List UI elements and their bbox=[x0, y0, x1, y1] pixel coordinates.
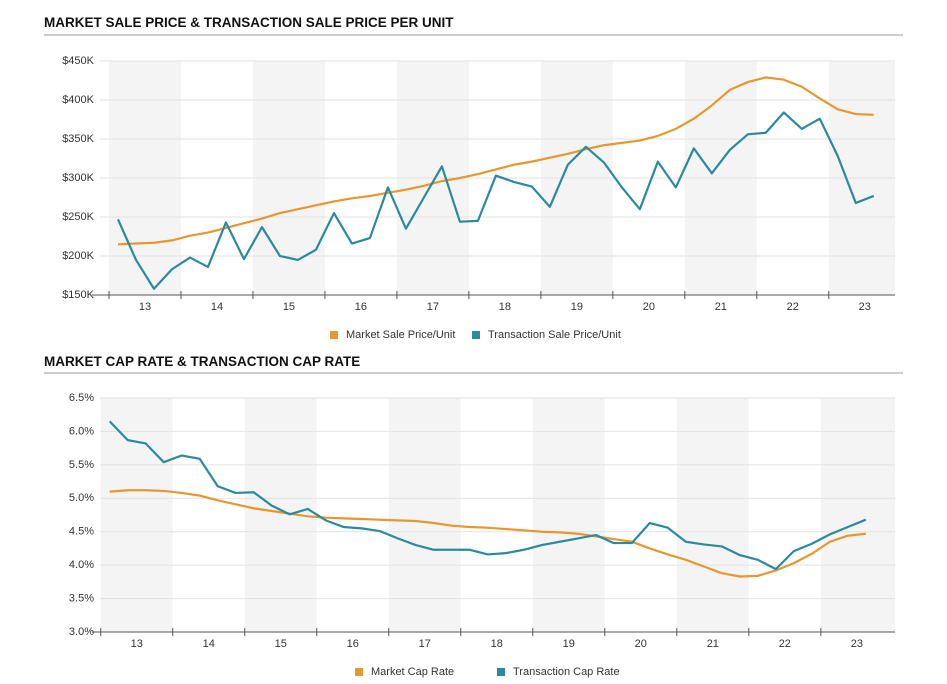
y-tick-label: 4.5% bbox=[69, 526, 94, 538]
year-band bbox=[100, 398, 173, 632]
x-tick-label: 23 bbox=[859, 301, 871, 313]
x-tick-label: 17 bbox=[427, 301, 439, 313]
x-tick-label: 21 bbox=[707, 638, 719, 650]
legend-swatch bbox=[472, 331, 480, 339]
x-tick-label: 18 bbox=[499, 301, 511, 313]
x-tick-label: 23 bbox=[851, 638, 863, 650]
x-tick-label: 20 bbox=[635, 638, 647, 650]
series-line bbox=[117, 76, 874, 246]
y-tick-label: 3.0% bbox=[69, 626, 94, 638]
x-tick-label: 15 bbox=[275, 638, 287, 650]
year-band bbox=[532, 398, 605, 632]
y-tick-label: $450K bbox=[62, 55, 94, 67]
series-line bbox=[109, 489, 866, 578]
y-tick-label: 4.0% bbox=[69, 559, 94, 571]
year-band bbox=[820, 398, 895, 632]
y-tick-label: 6.5% bbox=[69, 392, 94, 404]
x-tick-label: 13 bbox=[139, 301, 151, 313]
y-tick-label: $250K bbox=[62, 211, 94, 223]
legend-swatch bbox=[355, 668, 363, 676]
y-tick-label: $300K bbox=[62, 172, 94, 184]
y-tick-label: $350K bbox=[62, 133, 94, 145]
x-tick-label: 22 bbox=[787, 301, 799, 313]
y-tick-label: $400K bbox=[62, 94, 94, 106]
x-tick-label: 14 bbox=[203, 638, 215, 650]
legend-swatch bbox=[330, 331, 338, 339]
y-tick-label: 5.0% bbox=[69, 492, 94, 504]
chart-title: MARKET CAP RATE & TRANSACTION CAP RATE bbox=[44, 354, 360, 369]
x-tick-label: 16 bbox=[355, 301, 367, 313]
legend-swatch bbox=[497, 668, 505, 676]
series-line bbox=[116, 111, 875, 290]
y-tick-label: 6.0% bbox=[69, 425, 94, 437]
x-tick-label: 20 bbox=[643, 301, 655, 313]
x-tick-label: 19 bbox=[563, 638, 575, 650]
y-tick-label: 5.5% bbox=[69, 459, 94, 471]
x-tick-label: 14 bbox=[211, 301, 223, 313]
legend-label: Market Cap Rate bbox=[371, 666, 454, 678]
chart-title: MARKET SALE PRICE & TRANSACTION SALE PRI… bbox=[44, 15, 454, 30]
y-tick-label: $150K bbox=[62, 289, 94, 301]
y-tick-label: $200K bbox=[62, 250, 94, 262]
x-tick-label: 18 bbox=[491, 638, 503, 650]
legend-label: Transaction Cap Rate bbox=[513, 666, 620, 678]
x-tick-label: 21 bbox=[715, 301, 727, 313]
y-tick-label: 3.5% bbox=[69, 592, 94, 604]
year-band bbox=[676, 398, 749, 632]
series-line bbox=[108, 420, 867, 571]
x-tick-label: 22 bbox=[779, 638, 791, 650]
x-tick-label: 17 bbox=[419, 638, 431, 650]
x-tick-label: 13 bbox=[131, 638, 143, 650]
year-band bbox=[388, 398, 461, 632]
legend-label: Transaction Sale Price/Unit bbox=[488, 329, 621, 341]
legend-label: Market Sale Price/Unit bbox=[346, 329, 455, 341]
x-tick-label: 16 bbox=[347, 638, 359, 650]
x-tick-label: 15 bbox=[283, 301, 295, 313]
x-tick-label: 19 bbox=[571, 301, 583, 313]
